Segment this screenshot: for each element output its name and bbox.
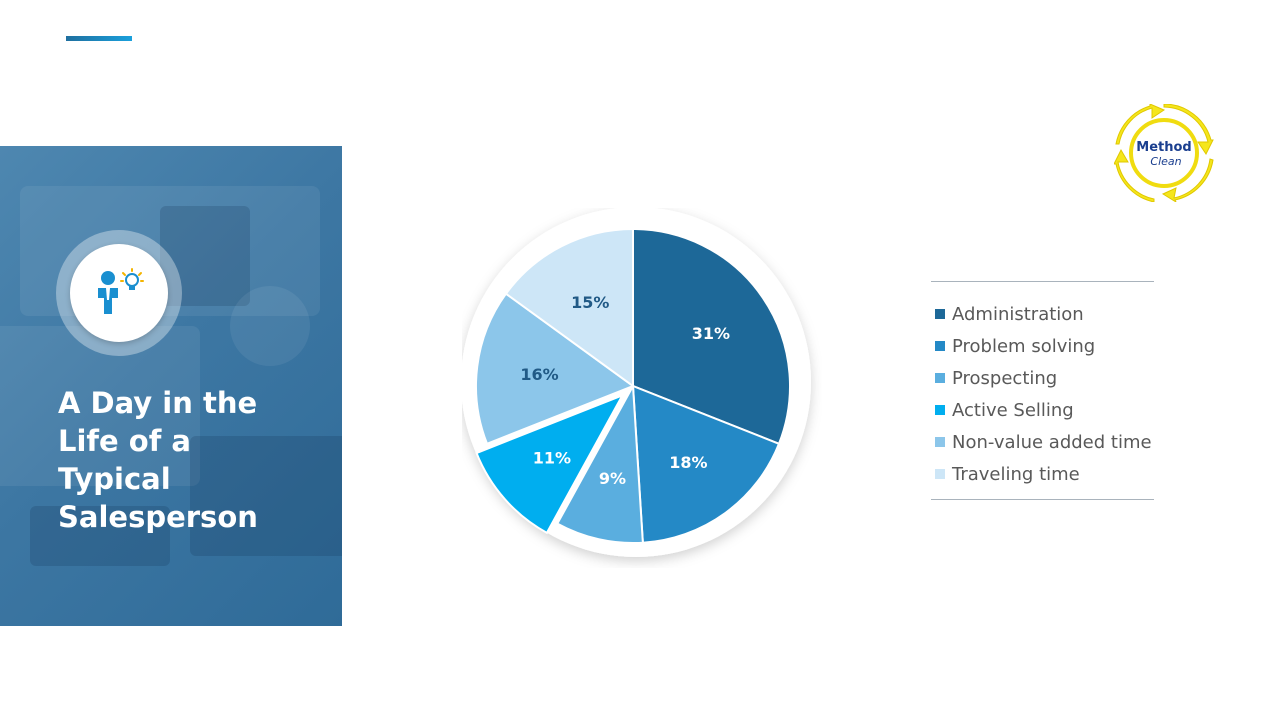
legend-label: Administration [952, 303, 1084, 325]
slice-label-problem-solving: 18% [669, 453, 707, 472]
logo-text-method: Method [1136, 140, 1191, 155]
legend-label: Active Selling [952, 399, 1074, 421]
pie-slice-non-value-added-time [475, 292, 636, 446]
legend-swatch [935, 309, 945, 319]
slice-label-administration: 31% [692, 324, 730, 343]
slice-label-prospecting: 9% [599, 469, 626, 488]
slice-label-active-selling: 11% [533, 449, 571, 468]
legend-label: Problem solving [952, 335, 1096, 357]
accent-bar [66, 36, 132, 41]
method-clean-logo: Method Clean [1113, 103, 1214, 204]
legend-label: Non-value added time [952, 431, 1152, 453]
legend-item-administration: Administration [935, 298, 1154, 330]
pie-slice-administration [632, 227, 791, 446]
pie-slice-prospecting [556, 382, 644, 544]
pie-slice-active-selling [475, 393, 625, 535]
legend-swatch [935, 373, 945, 383]
legend-item-traveling-time: Traveling time [935, 458, 1154, 490]
legend-swatch [935, 405, 945, 415]
slice-label-traveling-time: 15% [571, 293, 609, 312]
pie-slice-traveling-time [504, 227, 634, 388]
legend-swatch [935, 341, 945, 351]
page-title: A Day in the Life of a Typical Salespers… [58, 386, 258, 534]
legend-label: Prospecting [952, 367, 1058, 389]
legend-item-problem-solving: Problem solving [935, 330, 1154, 362]
legend-swatch [935, 469, 945, 479]
legend-item-non-value-added-time: Non-value added time [935, 426, 1154, 458]
legend-swatch [935, 437, 945, 447]
slice-label-non-value-added-time: 16% [520, 365, 558, 384]
legend-label: Traveling time [952, 463, 1080, 485]
side-panel [0, 146, 342, 626]
legend-item-active-selling: Active Selling [935, 394, 1154, 426]
person-idea-icon [70, 244, 168, 342]
pie-slice-problem-solving [631, 384, 781, 544]
pie-chart: 31% 18% 9% 11% 16% 15% [461, 207, 822, 568]
logo-text-clean: Clean [1150, 155, 1181, 168]
chart-legend: Administration Problem solving Prospecting… [931, 281, 1154, 500]
legend-item-prospecting: Prospecting [935, 362, 1154, 394]
